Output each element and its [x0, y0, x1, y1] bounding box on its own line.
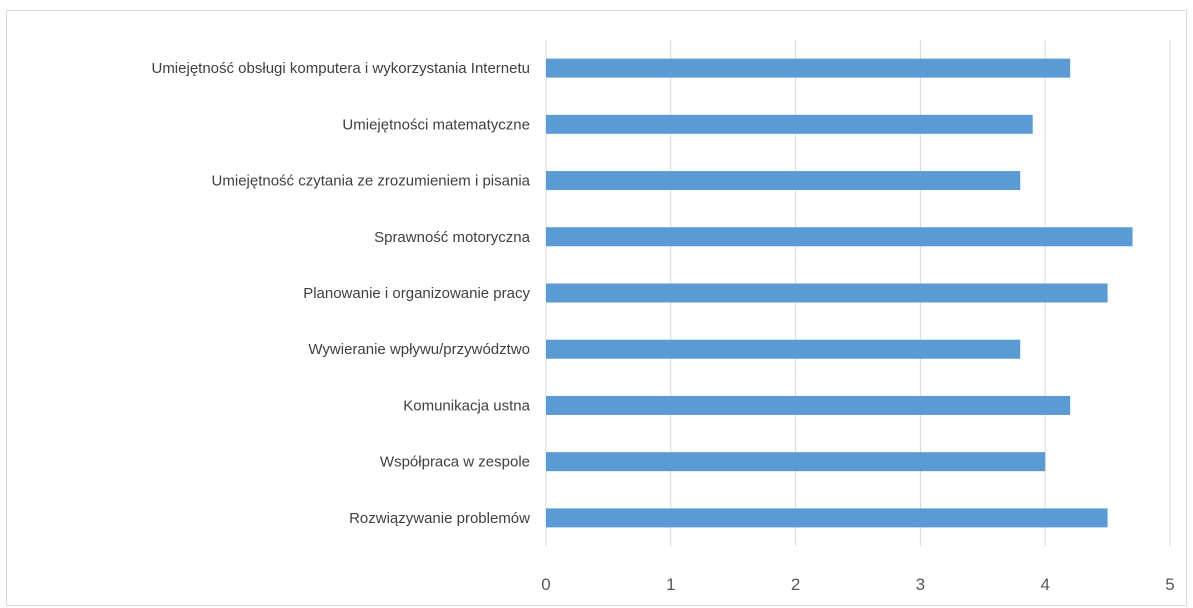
- x-tick-label: 1: [666, 575, 675, 594]
- category-label: Komunikacja ustna: [403, 397, 530, 414]
- bar: [546, 227, 1133, 247]
- chart-frame: [6, 10, 1187, 606]
- x-tick-label: 5: [1165, 575, 1174, 594]
- bar: [546, 339, 1021, 359]
- bar: [546, 395, 1071, 415]
- x-tick-label: 3: [916, 575, 925, 594]
- x-tick-label: 0: [541, 575, 550, 594]
- bar: [546, 58, 1071, 78]
- x-tick-label: 4: [1040, 575, 1049, 594]
- bar: [546, 171, 1021, 191]
- category-label: Planowanie i organizowanie pracy: [303, 285, 530, 302]
- category-label: Umiejętności matematyczne: [342, 116, 530, 133]
- category-label: Rozwiązywanie problemów: [349, 510, 530, 527]
- category-label: Wywieranie wpływu/przywództwo: [308, 341, 530, 358]
- bar: [546, 283, 1108, 303]
- category-label: Sprawność motoryczna: [374, 229, 531, 246]
- bar: [546, 114, 1033, 134]
- category-label: Współpraca w zespole: [380, 454, 530, 471]
- category-label: Umiejętność obsługi komputera i wykorzys…: [151, 60, 530, 77]
- bar: [546, 508, 1108, 528]
- x-tick-label: 2: [791, 575, 800, 594]
- category-label: Umiejętność czytania ze zrozumieniem i p…: [212, 173, 531, 190]
- bar: [546, 452, 1046, 472]
